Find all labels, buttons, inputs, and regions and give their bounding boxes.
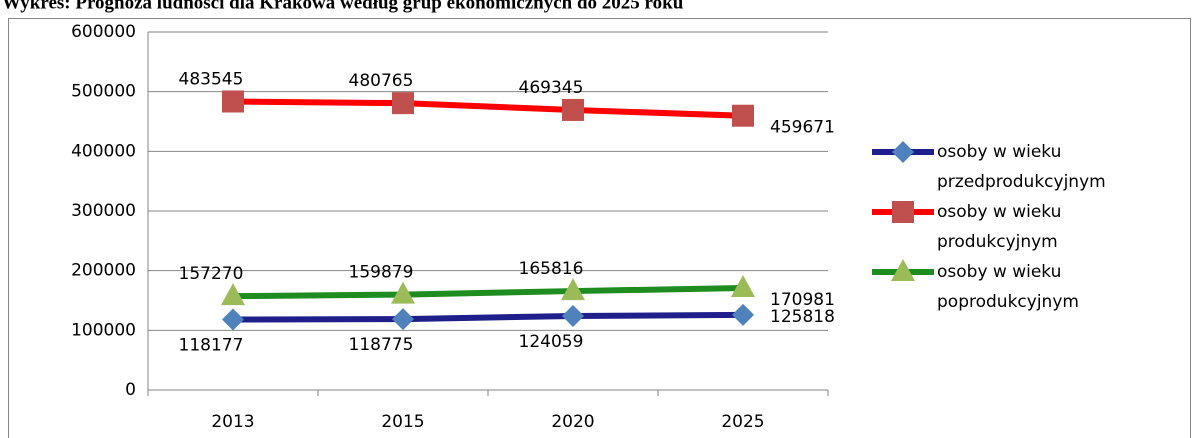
y-tick-label: 500000 [71,82,136,102]
data-label: 483545 [179,69,244,89]
marker [892,201,914,223]
y-tick-label: 400000 [71,141,136,161]
y-tick-label: 300000 [71,201,136,221]
data-label: 459671 [770,118,835,138]
x-tick-label: 2015 [381,412,424,432]
y-tick-label: 200000 [71,261,136,281]
marker [732,303,754,326]
data-label: 165816 [519,259,584,279]
marker [221,283,245,306]
chart-border [8,18,1191,438]
marker [562,98,584,121]
data-label: 469345 [519,78,584,98]
x-tick-label: 2025 [721,412,764,432]
data-label: 159879 [349,263,414,283]
legend-label: poprodukcyjnym [937,292,1079,312]
legend-label: osoby w wieku [937,202,1061,222]
x-tick-label: 2020 [551,412,594,432]
marker [392,308,414,331]
series-line [232,284,744,300]
chart-title: Wykres: Prognoza ludności dla Krakowa we… [2,0,684,13]
legend-label: przedprodukcyjnym [937,172,1106,192]
marker [562,304,584,327]
data-label: 170981 [770,290,835,310]
series-line [232,311,744,323]
marker [222,308,244,331]
marker [391,281,415,304]
marker [392,92,414,115]
marker [892,141,914,163]
marker [732,104,754,127]
data-label: 125818 [770,307,835,327]
data-label: 118775 [349,335,414,355]
data-label: 118177 [179,335,244,355]
legend-label: osoby w wieku [937,142,1061,162]
data-label: 480765 [349,71,414,91]
y-tick-label: 600000 [71,22,136,42]
data-label: 157270 [179,264,244,284]
data-label: 124059 [519,332,584,352]
y-tick-label: 100000 [71,320,136,340]
series-line [232,98,744,119]
marker [731,274,755,297]
marker [561,278,585,301]
legend-label: osoby w wieku [937,262,1061,282]
y-tick-label: 0 [125,380,136,400]
marker [891,259,915,281]
legend-label: produkcyjnym [937,232,1058,252]
marker [222,90,244,113]
x-tick-label: 2013 [211,412,254,432]
